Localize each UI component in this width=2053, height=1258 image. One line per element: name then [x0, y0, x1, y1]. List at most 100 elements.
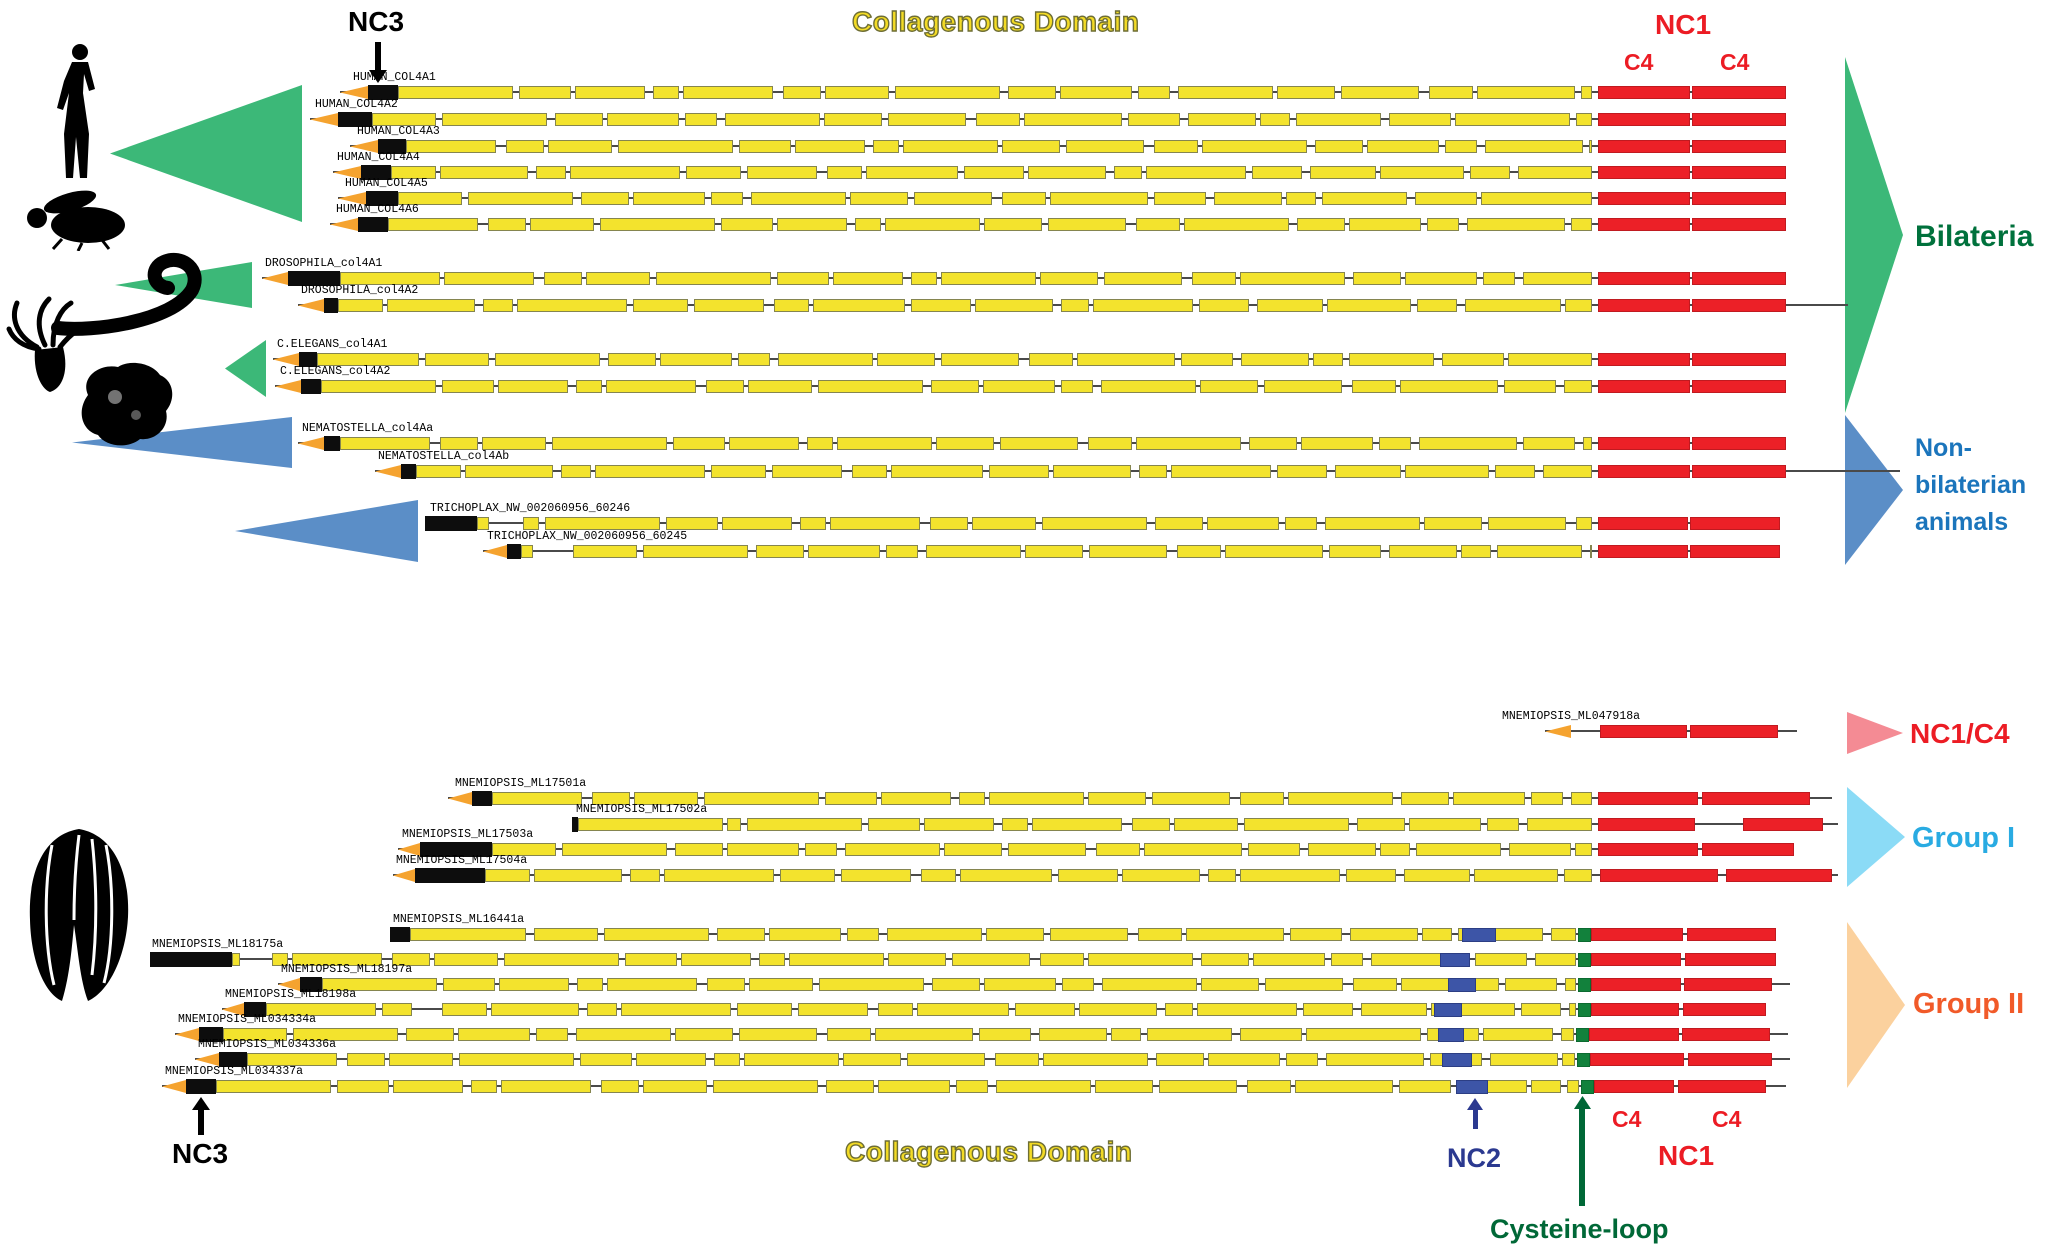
exon-box [1146, 166, 1246, 179]
nc2-box [1456, 1079, 1488, 1094]
non-bilaterian-label-line3: animals [1915, 508, 2009, 536]
exon-box [1060, 86, 1132, 99]
nc1-box [1726, 869, 1832, 882]
exon-box [685, 113, 717, 126]
exon-box [1518, 166, 1592, 179]
exon-box [1590, 545, 1592, 558]
exon-box [483, 299, 513, 312]
exon-box [903, 140, 998, 153]
nc3-box [507, 544, 521, 559]
exon-box [577, 978, 603, 991]
exon-box [578, 818, 723, 831]
exon-box [530, 218, 594, 231]
exon-box [778, 353, 873, 366]
nc1-box [1683, 1003, 1766, 1016]
exon-box [1575, 843, 1592, 856]
exon-box [1361, 1003, 1427, 1016]
exon-box [442, 113, 547, 126]
nc1-box [1598, 818, 1695, 831]
exon-box [630, 869, 660, 882]
exon-box [1174, 818, 1238, 831]
nc1-box [1594, 1080, 1674, 1093]
exon-box [1564, 380, 1592, 393]
gene-label: TRICHOPLAX_NW_002060956_60245 [487, 530, 688, 543]
exon-box [675, 843, 723, 856]
nc1-box [1702, 843, 1794, 856]
gene-label: C.ELEGANS_col4A2 [280, 365, 391, 378]
start-arrow-icon [175, 1028, 199, 1041]
exon-box [936, 437, 994, 450]
exon-box [406, 1028, 454, 1041]
exon-box [1461, 545, 1491, 558]
nc1-box [1591, 1003, 1679, 1016]
exon-box [1322, 192, 1407, 205]
exon-box [1445, 140, 1477, 153]
exon-box [798, 1003, 868, 1016]
exon-box [704, 792, 819, 805]
exon-box [1277, 86, 1335, 99]
start-arrow-icon [298, 437, 324, 450]
exon-box [1260, 113, 1290, 126]
nc1-box [1598, 545, 1688, 558]
gene-label: MNEMIOPSIS_ML17504a [396, 854, 528, 867]
exon-box [1008, 843, 1086, 856]
start-arrow-icon [483, 545, 507, 558]
nc3-box [288, 271, 340, 286]
nc2-box [1462, 927, 1496, 942]
exon-box [1422, 928, 1452, 941]
exon-box [459, 1053, 574, 1066]
exon-box [1062, 978, 1094, 991]
exon-box [1329, 545, 1381, 558]
exon-box [501, 1080, 591, 1093]
exon-box [1571, 792, 1592, 805]
nc3-box [301, 379, 321, 394]
exon-box [808, 545, 880, 558]
exon-box [1505, 978, 1557, 991]
exon-box [1201, 953, 1249, 966]
nc1-box [1598, 272, 1690, 285]
exon-box [707, 978, 745, 991]
nc1-box [1692, 140, 1786, 153]
exon-box [1497, 545, 1582, 558]
nc3-box [420, 842, 492, 857]
exon-box [1171, 465, 1271, 478]
exon-box [1111, 1028, 1141, 1041]
exon-box [845, 843, 940, 856]
exon-box [1567, 1080, 1579, 1093]
exon-box [1147, 1028, 1232, 1041]
exon-box [601, 1080, 639, 1093]
exon-box [1442, 353, 1504, 366]
exon-box [492, 843, 556, 856]
exon-box [975, 299, 1053, 312]
exon-box [941, 353, 1019, 366]
nc1-box [1598, 437, 1690, 450]
exon-box [727, 818, 741, 831]
exon-box [1295, 1080, 1393, 1093]
nc2-box [1442, 1052, 1472, 1067]
exon-box [293, 1028, 398, 1041]
exon-box [1244, 818, 1349, 831]
nc1-box [1598, 380, 1690, 393]
exon-box [830, 517, 920, 530]
gene-label: MNEMIOPSIS_ML034337a [165, 1065, 304, 1078]
exon-box [1405, 272, 1477, 285]
exon-box [1138, 928, 1182, 941]
exon-box [1315, 140, 1363, 153]
exon-box [223, 1028, 287, 1041]
exon-box [1527, 818, 1592, 831]
exon-box [477, 517, 489, 530]
nc3-box [368, 85, 398, 100]
nc3-label-top: NC3 [348, 6, 405, 37]
nc3-box [299, 352, 317, 367]
intron-baseline [195, 1058, 1790, 1060]
exon-box [232, 953, 240, 966]
exon-box [722, 517, 792, 530]
fly-silhouette [27, 190, 125, 251]
nc2-box [1438, 1027, 1464, 1042]
nc3-box [401, 464, 416, 479]
exon-box [759, 953, 785, 966]
start-arrow-icon [275, 380, 301, 393]
exon-box [607, 113, 679, 126]
exon-box [777, 272, 829, 285]
exon-box [1286, 1053, 1318, 1066]
